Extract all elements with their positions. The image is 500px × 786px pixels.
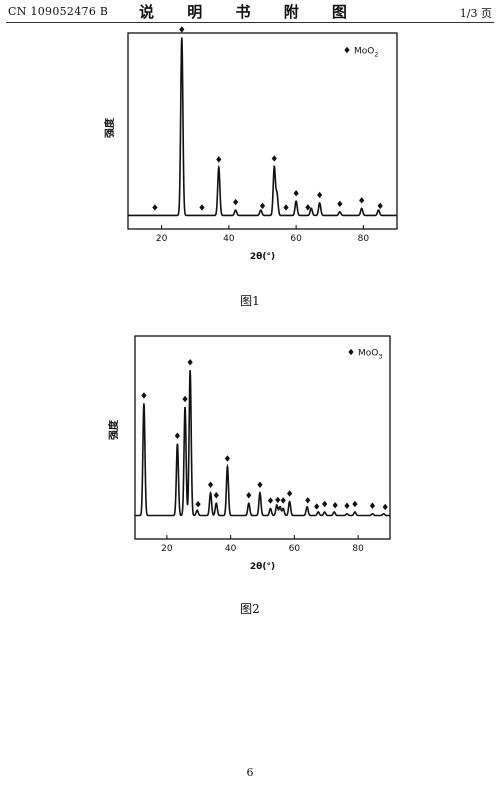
page-indicator: 1/3 页 xyxy=(459,7,492,20)
peak-marker xyxy=(317,191,323,199)
peak-marker xyxy=(174,432,180,439)
peak-marker xyxy=(259,202,266,210)
x-tick-label: 60 xyxy=(290,234,302,244)
peak-marker xyxy=(267,497,274,504)
x-axis-label: 2θ(°) xyxy=(250,252,275,262)
figure-2-caption: 图2 xyxy=(240,602,260,616)
series-line xyxy=(135,370,390,517)
x-tick-label: 60 xyxy=(289,544,301,554)
peak-marker xyxy=(377,202,383,210)
peak-marker xyxy=(337,200,343,208)
patent-number: CN 109052476 B xyxy=(8,5,109,18)
plot-frame xyxy=(134,335,391,540)
x-tick-label: 20 xyxy=(156,234,168,244)
peak-marker xyxy=(213,492,219,499)
y-axis-label: 强度 xyxy=(107,419,120,440)
peak-marker xyxy=(257,481,263,488)
peak-marker xyxy=(182,395,188,403)
peak-marker xyxy=(314,503,320,510)
peak-marker xyxy=(187,359,193,366)
x-tick-label: 80 xyxy=(352,544,364,554)
legend-label: MoO3 xyxy=(358,349,383,361)
peak-marker xyxy=(271,155,277,162)
peak-marker xyxy=(369,502,376,509)
peak-marker xyxy=(293,190,299,197)
peak-marker xyxy=(224,455,231,462)
peak-marker xyxy=(352,500,358,508)
peak-marker xyxy=(359,197,365,204)
peak-marker xyxy=(275,496,281,504)
peak-marker xyxy=(199,204,205,211)
page-number: 6 xyxy=(246,766,254,779)
peak-marker xyxy=(216,156,222,163)
x-axis-label: 2θ(°) xyxy=(250,562,275,572)
figure-1-caption: 图1 xyxy=(240,294,260,308)
peak-marker xyxy=(152,204,158,211)
y-axis-label: 强度 xyxy=(103,117,116,138)
page-title: 说 明 书 附 图 xyxy=(139,3,361,21)
x-tick-label: 80 xyxy=(358,234,370,244)
series-line xyxy=(128,37,397,217)
x-tick-label: 40 xyxy=(225,544,237,554)
peak-marker xyxy=(322,500,328,508)
legend-label: MoO2 xyxy=(354,47,379,59)
peak-marker xyxy=(382,503,388,511)
peak-marker xyxy=(344,502,350,509)
peak-marker xyxy=(233,198,239,206)
peak-marker xyxy=(141,392,147,399)
peak-marker xyxy=(332,502,338,509)
peak-marker xyxy=(286,490,293,497)
peak-marker xyxy=(305,204,311,211)
x-tick-label: 20 xyxy=(161,544,173,554)
peak-marker xyxy=(280,497,286,504)
peak-marker xyxy=(195,500,201,508)
header-divider xyxy=(6,22,494,23)
peak-marker xyxy=(283,204,289,211)
legend-marker xyxy=(344,46,350,54)
plot-frame xyxy=(127,32,398,230)
legend-marker xyxy=(348,348,354,356)
peak-marker xyxy=(207,481,214,488)
x-tick-label: 40 xyxy=(223,234,235,244)
peak-marker xyxy=(305,497,311,504)
peak-marker xyxy=(179,26,185,33)
peak-marker xyxy=(246,492,252,499)
